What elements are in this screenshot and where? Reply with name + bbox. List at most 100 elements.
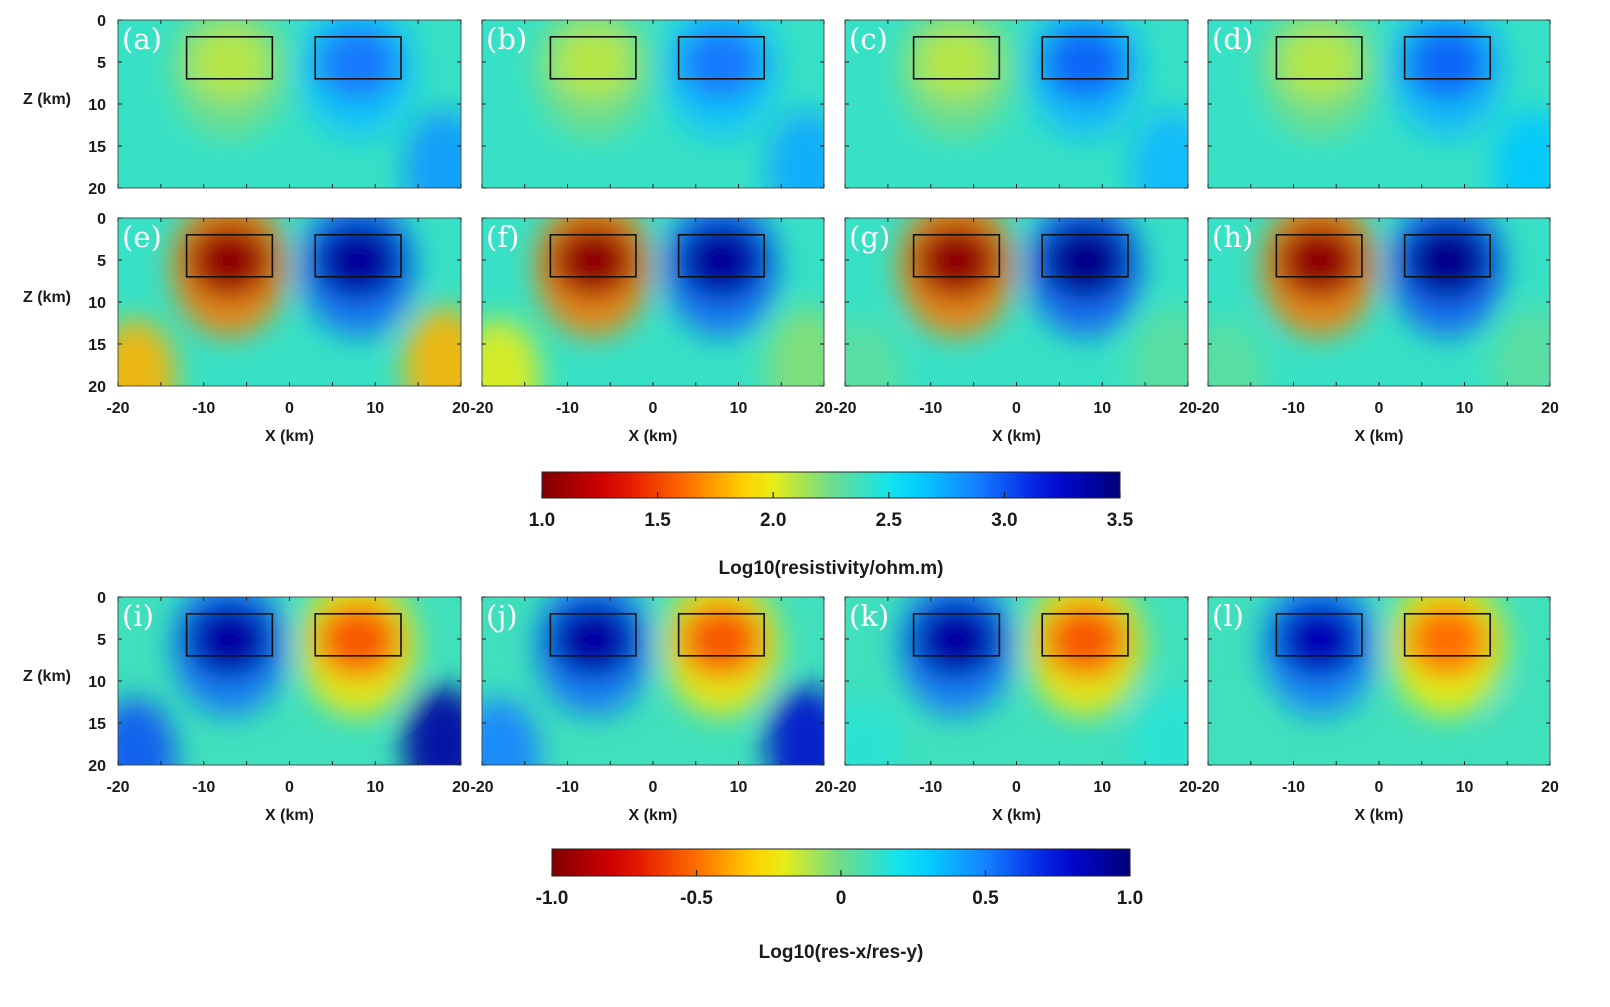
x-tick-label: 10 [1456,779,1474,796]
x-tick-label: 20 [815,400,833,417]
colorbar-tick-label: 2.0 [760,510,786,531]
anomaly-box-2 [1403,234,1491,278]
x-tick-label: 20 [1179,400,1197,417]
anomaly-box-2 [314,612,402,657]
colorbar [541,471,1121,499]
anomaly-box-1 [1275,612,1363,657]
anomaly-field [1208,20,1550,188]
z-tick-label: 20 [88,379,106,396]
x-tick-label: 0 [1375,400,1384,417]
anomaly-core-right [1043,25,1127,100]
corner-anomaly-right [1491,307,1550,386]
z-tick-label: 5 [97,632,106,649]
corner-anomaly-left [118,697,177,765]
x-axis-label: X (km) [265,807,314,824]
colorbar-tick-label: -1.0 [536,888,569,909]
colorbar-label: Log10(res-x/res-y) [759,942,924,963]
panel-b [482,20,824,188]
corner-anomaly-left [1208,318,1267,386]
panel-j [482,597,824,765]
anomaly-box-1 [912,35,1001,80]
z-axis-label: Z (km) [23,289,71,306]
anomaly-field [845,597,1188,765]
corner-anomaly-left [845,318,904,386]
panel-label: (k) [849,599,889,633]
anomaly-core-right [1406,25,1489,100]
x-tick-label: 0 [649,779,658,796]
anomaly-core-right [1406,223,1489,298]
x-axis-label: X (km) [992,807,1041,824]
anomaly-box-2 [677,35,765,80]
anomaly-core-left [188,602,271,677]
anomaly-core-left [1278,25,1361,100]
x-tick-label: 10 [1456,400,1474,417]
anomaly-box-1 [185,234,274,278]
panel-label: (g) [849,220,890,254]
anomaly-box-1 [912,234,1001,278]
x-tick-label: -20 [106,400,129,417]
z-tick-label: 15 [88,716,106,733]
colorbar-tick-label: 1.0 [1117,888,1143,909]
anomaly-box-2 [677,234,765,278]
panel-label: (d) [1212,22,1253,56]
anomaly-field [845,20,1188,188]
corner-anomaly-left [845,697,904,765]
panel-label: (a) [122,22,162,56]
x-axis-label: X (km) [629,428,678,445]
z-tick-label: 0 [97,211,106,228]
corner-anomaly-left [845,120,904,188]
x-tick-label: 10 [730,779,748,796]
x-tick-label: -20 [470,779,493,796]
x-tick-label: -10 [1282,779,1305,796]
z-tick-label: 5 [97,55,106,72]
z-tick-label: 0 [97,590,106,607]
anomaly-box-1 [1275,234,1363,278]
panel-label: (b) [486,22,527,56]
anomaly-box-2 [1403,35,1491,80]
anomaly-core-right [1406,602,1489,677]
panel-label: (h) [1212,220,1253,254]
panel-label: (j) [486,599,518,633]
corner-anomaly-right [402,109,461,188]
panel-l [1208,597,1550,765]
anomaly-box-2 [1041,234,1129,278]
x-tick-label: -20 [470,400,493,417]
anomaly-core-right [316,602,400,677]
corner-anomaly-right [1129,307,1188,386]
panel-label: (i) [122,599,154,633]
x-tick-label: 10 [366,400,384,417]
anomaly-core-left [915,602,998,677]
anomaly-core-left [188,25,271,100]
anomaly-field [482,218,824,386]
anomaly-box-1 [912,612,1001,657]
anomaly-core-left [915,25,998,100]
corner-anomaly-left [482,697,541,765]
anomaly-core-left [552,223,635,298]
x-tick-label: 0 [1012,400,1021,417]
corner-anomaly-left [1208,120,1267,188]
panel-d [1208,20,1550,188]
x-tick-label: 10 [730,400,748,417]
colorbar-tick-label: -0.5 [680,888,713,909]
panel-a [118,20,461,188]
x-tick-label: -10 [192,400,215,417]
anomaly-box-1 [549,612,637,657]
panel-i [118,597,461,765]
z-tick-label: 0 [97,13,106,30]
anomaly-core-left [188,223,271,298]
panel-e [118,218,461,386]
panel-g [845,218,1188,386]
z-tick-label: 20 [88,181,106,198]
x-axis-label: X (km) [265,428,314,445]
x-tick-label: 10 [1093,400,1111,417]
x-tick-label: 0 [649,400,658,417]
anomaly-field [845,218,1188,386]
anomaly-core-right [680,602,763,677]
anomaly-box-2 [1403,612,1491,657]
x-tick-label: -20 [833,779,856,796]
panel-label: (c) [849,22,888,56]
corner-anomaly-right [1129,686,1188,765]
anomaly-core-left [1278,602,1361,677]
corner-anomaly-right [402,686,461,765]
corner-anomaly-right [1491,686,1550,765]
